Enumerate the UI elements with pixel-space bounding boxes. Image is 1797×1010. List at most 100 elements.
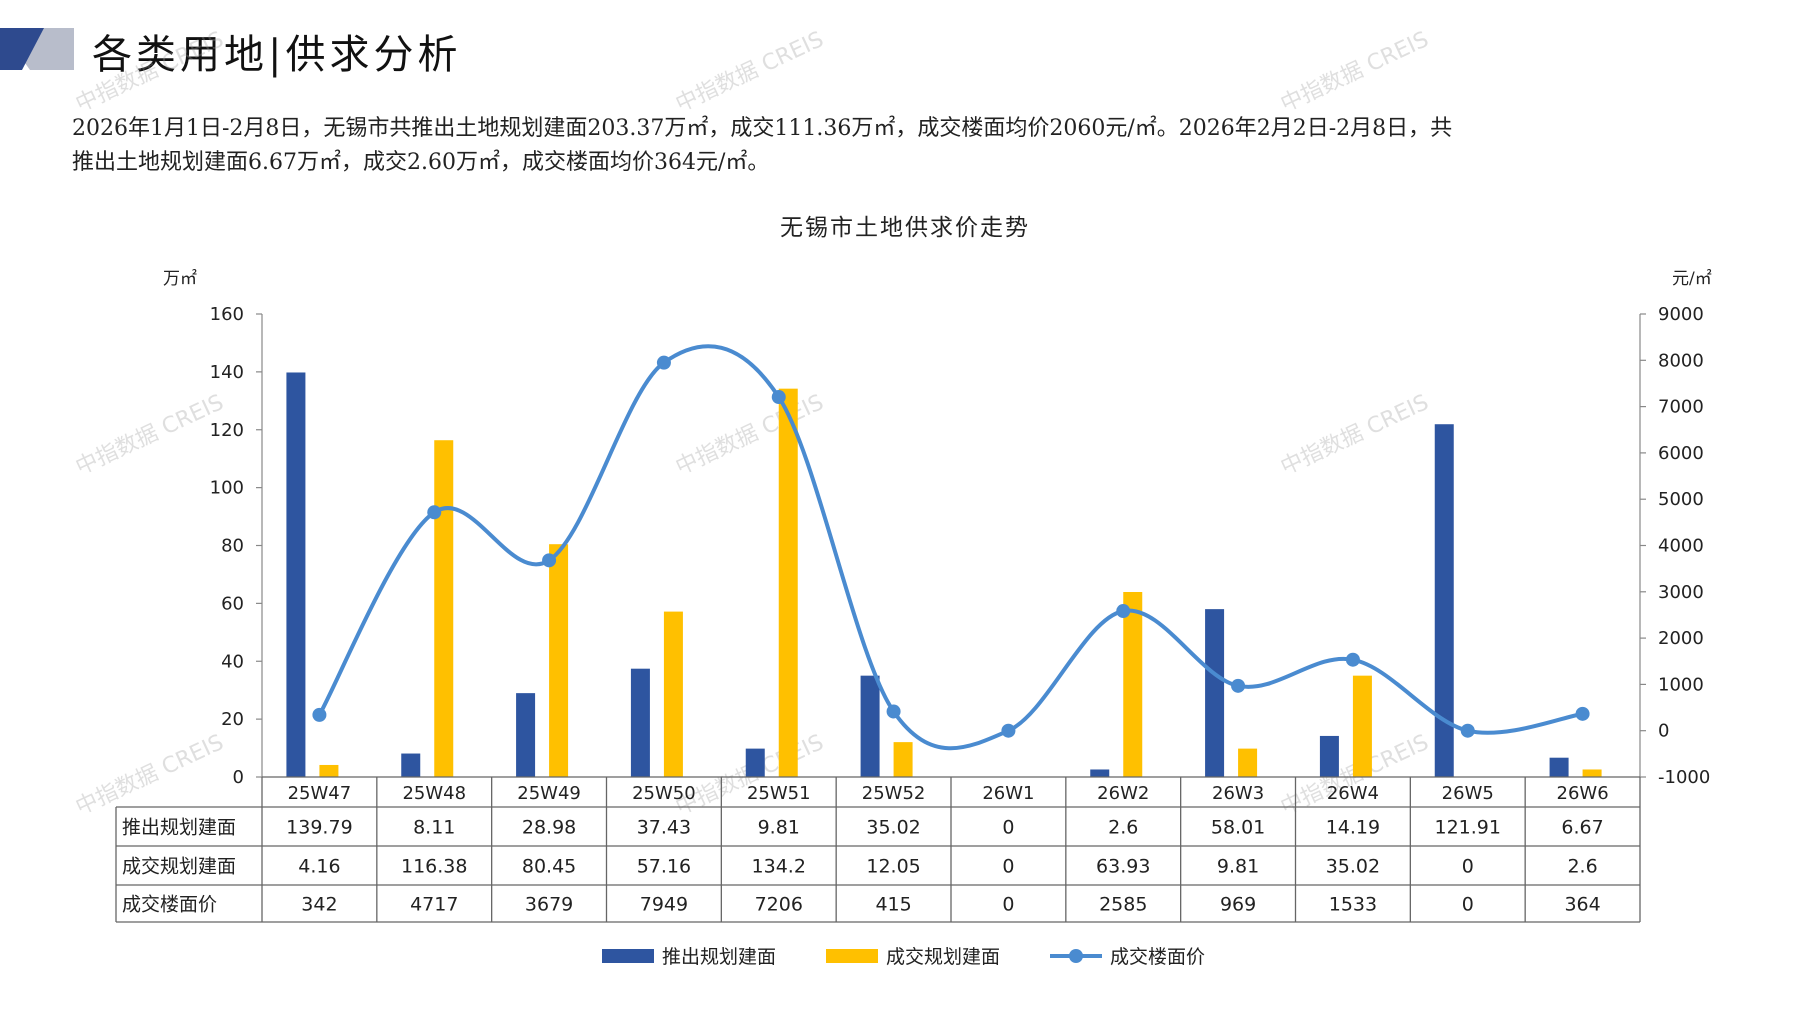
bar-supply-26W5 [1434, 424, 1454, 777]
price-point-26W4 [1345, 652, 1360, 667]
price-point-25W48 [427, 505, 442, 520]
left-tick-label: 60 [221, 593, 244, 614]
table-cell: 0 [1462, 894, 1474, 916]
summary-line-1: 2026年1月1日-2月8日，无锡市共推出土地规划建面203.37万㎡，成交11… [72, 116, 1453, 141]
table-cell: 116.38 [401, 856, 467, 878]
table-cell: 7206 [755, 894, 803, 916]
bar-transaction-26W6 [1582, 769, 1602, 777]
right-axis-unit: 元/㎡ [1672, 269, 1712, 289]
left-tick-label: 140 [210, 362, 244, 383]
table-cell: 28.98 [522, 817, 576, 839]
bar-supply-26W6 [1549, 757, 1569, 777]
table-cell: 3679 [525, 894, 573, 916]
bar-transaction-25W52 [893, 742, 913, 777]
bar-transaction-25W49 [549, 544, 569, 777]
table-cell: 0 [1002, 894, 1014, 916]
watermark-0: 中指数据 CREIS [72, 27, 228, 117]
bar-transaction-25W48 [434, 440, 454, 777]
legend-swatch-price-dot [1069, 949, 1083, 963]
left-tick-label: 0 [233, 767, 244, 788]
bar-supply-25W47 [286, 372, 306, 777]
right-tick-label: 6000 [1658, 443, 1704, 464]
table-cell: 342 [301, 894, 337, 916]
table-cell: 2.6 [1108, 817, 1138, 839]
table-cell: 415 [875, 894, 911, 916]
right-tick-label: 2000 [1658, 628, 1704, 649]
legend: 推出规划建面 成交规划建面 成交楼面价 [602, 946, 1205, 968]
left-tick-label: 160 [210, 304, 244, 325]
table-cell: 4.16 [298, 856, 340, 878]
category-label: 25W50 [632, 783, 696, 804]
left-tick-label: 20 [221, 709, 244, 730]
left-axis-unit: 万㎡ [163, 269, 197, 289]
table-row-label: 成交规划建面 [122, 856, 236, 878]
bar-supply-26W2 [1090, 769, 1110, 777]
table-cell: 121.91 [1435, 817, 1501, 839]
category-label: 26W5 [1442, 783, 1494, 804]
bar-supply-25W51 [745, 748, 765, 777]
price-point-25W47 [312, 707, 327, 722]
legend-label-supply: 推出规划建面 [662, 946, 776, 968]
watermark-5: 中指数据 CREIS [1277, 390, 1433, 480]
table-cell: 63.93 [1096, 856, 1150, 878]
bar-supply-26W3 [1205, 609, 1225, 777]
table-cell: 14.19 [1326, 817, 1380, 839]
axes: 0 20 40 60 80 100 120 140 160 -1000 0 1000 2000 3000 4… [210, 304, 1711, 788]
legend-swatch-supply [602, 949, 654, 963]
table-cell: 1533 [1329, 894, 1377, 916]
price-point-25W51 [771, 390, 786, 405]
category-label: 26W1 [982, 783, 1034, 804]
summary-text: 2026年1月1日-2月8日，无锡市共推出土地规划建面203.37万㎡，成交11… [72, 112, 1732, 180]
header-logo [0, 28, 74, 70]
bar-supply-25W52 [860, 675, 880, 777]
table-cell: 57.16 [637, 856, 691, 878]
right-tick-label: 5000 [1658, 489, 1704, 510]
table-cell: 6.67 [1561, 817, 1603, 839]
legend-swatch-transaction [826, 949, 878, 963]
left-tick-label: 120 [210, 420, 244, 441]
summary-line-2: 推出土地规划建面6.67万㎡，成交2.60万㎡，成交楼面均价364元/㎡。 [72, 150, 770, 175]
category-label: 25W48 [402, 783, 466, 804]
right-tick-label: 9000 [1658, 304, 1704, 325]
table-row-label: 成交楼面价 [122, 894, 217, 916]
right-tick-label: 1000 [1658, 674, 1704, 695]
right-tick-label: -1000 [1658, 767, 1710, 788]
table-cell: 37.43 [637, 817, 691, 839]
bar-supply-25W48 [401, 753, 421, 777]
data-table: 25W47 25W48 25W49 25W50 25W51 25W52 26W1 26W2 26… [115, 776, 1641, 923]
category-label: 25W51 [747, 783, 811, 804]
price-line [312, 344, 1590, 751]
table-cell: 7949 [640, 894, 688, 916]
watermarks: 中指数据 CREIS 中指数据 CREIS 中指数据 CREIS 中指数据 CREIS… [72, 27, 1433, 820]
bar-supply-25W49 [516, 693, 536, 777]
left-tick-label: 80 [221, 536, 244, 557]
bar-transaction-25W47 [319, 764, 339, 777]
left-tick-label: 40 [221, 651, 244, 672]
bar-transaction-26W3 [1238, 748, 1258, 777]
price-point-26W3 [1231, 678, 1246, 693]
category-label: 25W49 [517, 783, 581, 804]
bar-transaction-25W50 [663, 611, 683, 777]
right-tick-label: 0 [1658, 721, 1669, 742]
table-cell: 0 [1462, 856, 1474, 878]
table-cell: 8.11 [413, 817, 455, 839]
table-cell: 2.6 [1567, 856, 1597, 878]
table-cell: 35.02 [866, 817, 920, 839]
table-cell: 4717 [410, 894, 458, 916]
bar-transaction-25W51 [778, 388, 798, 777]
category-label: 25W47 [288, 783, 352, 804]
table-cell: 2585 [1099, 894, 1147, 916]
right-tick-label: 8000 [1658, 350, 1704, 371]
table-cell: 134.2 [752, 856, 806, 878]
watermark-4: 中指数据 CREIS [672, 390, 828, 480]
price-point-26W5 [1460, 723, 1475, 738]
table-cell: 12.05 [866, 856, 920, 878]
legend-label-price: 成交楼面价 [1110, 946, 1205, 968]
bar-supply-26W4 [1319, 735, 1339, 777]
price-point-25W52 [886, 704, 901, 719]
price-point-25W50 [656, 355, 671, 370]
page-title: 各类用地|供求分析 [92, 32, 462, 78]
logo-dark-shape [0, 28, 44, 70]
table-cell: 139.79 [286, 817, 352, 839]
